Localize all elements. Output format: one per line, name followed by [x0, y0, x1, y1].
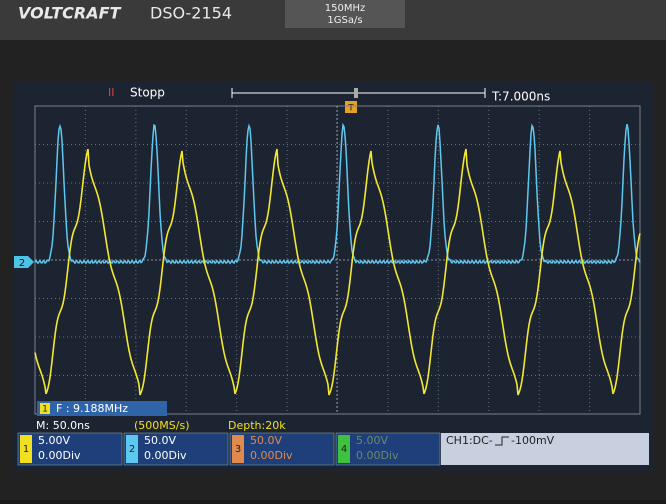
- ch2-marker: 2: [19, 258, 25, 269]
- stop-icon: II: [108, 86, 115, 99]
- trigger-box: [441, 433, 649, 465]
- trigger-marker: T: [347, 104, 354, 114]
- view-window: [354, 88, 358, 98]
- spec-sample-rate: 1GSa/s: [327, 15, 362, 26]
- channel-box: [229, 432, 335, 466]
- trigger-marker-box: [345, 101, 357, 113]
- channel-number: 3: [235, 444, 241, 455]
- timebase: M: 50.0ns: [36, 419, 90, 432]
- spec-box: [285, 0, 405, 28]
- channel-offset: 0.00Div: [38, 449, 81, 462]
- channel-badge: [20, 435, 32, 463]
- trigger-level: -100mV: [511, 434, 555, 447]
- memory-bar: [231, 88, 486, 98]
- waveforms: [34, 122, 641, 396]
- ch2-trace: [34, 122, 641, 265]
- channel-box: [123, 432, 229, 466]
- channel-volts: 5.00V: [356, 434, 388, 447]
- edge-icon: [495, 436, 509, 446]
- channel-number: 2: [129, 444, 135, 455]
- model: DSO-2154: [150, 4, 232, 23]
- channel-offset: 0.00Div: [144, 449, 187, 462]
- run-state: Stopp: [130, 86, 165, 100]
- channel-box: [335, 432, 441, 466]
- sample-rate: (500MS/s): [134, 419, 190, 432]
- channel-volts: 5.00V: [38, 434, 70, 447]
- bandwidth: 150MHz: [325, 3, 365, 14]
- channel-badge: [338, 435, 350, 463]
- channel-panel: 1 5.00V 0.00Div 2 50.0V 0.00Div 3 50.0V 0.00Div 4…: [17, 432, 441, 466]
- trigger-time: T:7.000ns: [491, 90, 550, 104]
- ch2-marker-box: [14, 256, 34, 268]
- measure-channel-box: [40, 403, 50, 414]
- channel-number: 1: [23, 444, 29, 455]
- channel-badge: [232, 435, 244, 463]
- channel-volts: 50.0V: [144, 434, 176, 447]
- measure-box: [37, 401, 167, 416]
- ch1-trace: [34, 148, 641, 396]
- channel-box: [17, 432, 123, 466]
- channel-offset: 0.00Div: [356, 449, 399, 462]
- channel-offset: 0.00Div: [250, 449, 293, 462]
- measure-channel: 1: [42, 405, 48, 415]
- brand: VOLTCRAFT: [18, 4, 122, 23]
- channel-number: 4: [341, 444, 347, 455]
- channel-volts: 50.0V: [250, 434, 282, 447]
- depth: Depth:20k: [228, 419, 286, 432]
- channel-badge: [126, 435, 138, 463]
- trigger-source: CH1:DC-: [446, 434, 493, 447]
- frequency: F : 9.188MHz: [56, 402, 128, 415]
